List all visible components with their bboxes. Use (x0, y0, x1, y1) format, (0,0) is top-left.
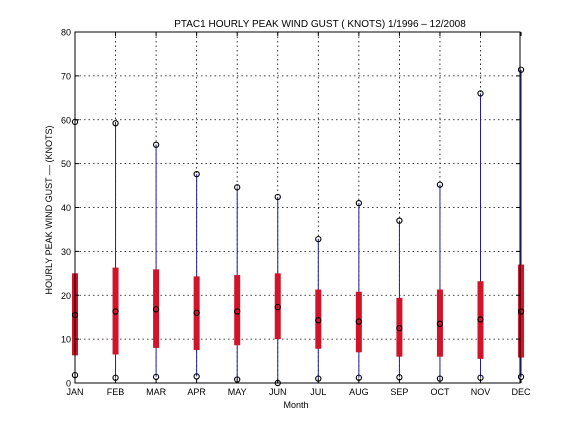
median-marker (152, 306, 160, 313)
y-tick-label: 30 (61, 247, 71, 257)
y-tick-label: 20 (61, 291, 71, 301)
box-group-mar (152, 141, 160, 381)
chart-title: PTAC1 HOURLY PEAK WIND GUST ( KNOTS) 1/1… (174, 19, 466, 30)
x-tick-label-mar: MAR (146, 387, 167, 397)
max-marker (193, 171, 200, 178)
max-marker (274, 193, 281, 201)
iqr-box (355, 291, 362, 353)
max-marker (396, 217, 403, 224)
x-tick-label-nov: NOV (471, 387, 491, 397)
median-marker (193, 309, 200, 316)
box-group-nov (477, 90, 484, 381)
median-marker (234, 308, 241, 315)
box-group-aug (355, 199, 362, 381)
median-marker (396, 325, 403, 332)
x-tick-label-sep: SEP (390, 387, 408, 397)
max-marker (436, 181, 444, 188)
max-marker (477, 90, 484, 97)
median-marker (274, 303, 281, 311)
x-tick-label-dec: DEC (512, 387, 532, 397)
x-tick-label-apr: APR (187, 387, 206, 397)
x-tick-label-jun: JUN (269, 387, 287, 397)
x-tick-label-feb: FEB (107, 387, 125, 397)
y-tick-label: 40 (61, 203, 71, 213)
axis-ticks: 0 10 20 30 40 50 60 70 80 JAN FEB MAR APR MAY JUN JUL AU… (61, 28, 531, 398)
iqr-box (436, 289, 443, 357)
x-tick-label-jul: JUL (310, 387, 326, 397)
x-tick-label-may: MAY (228, 387, 247, 397)
box-group-dec (517, 66, 525, 381)
y-tick-label: 70 (61, 71, 71, 81)
y-tick-label: 80 (61, 28, 71, 38)
y-tick-label: 50 (61, 159, 71, 169)
iqr-box (477, 281, 484, 359)
max-marker (517, 66, 525, 73)
median-marker (477, 316, 484, 323)
max-marker (234, 184, 241, 191)
iqr-box (315, 289, 322, 349)
iqr-box (153, 269, 160, 348)
x-tick-label-oct: OCT (430, 387, 450, 397)
max-marker (355, 199, 362, 207)
iqr-box (396, 297, 403, 357)
iqr-box (274, 273, 281, 340)
x-axis-label: Month (283, 400, 308, 410)
median-marker (315, 317, 322, 324)
max-marker (315, 235, 322, 243)
max-marker (152, 141, 160, 148)
y-tick-label: 0 (66, 379, 71, 389)
iqr-box (234, 275, 241, 346)
median-marker (355, 318, 362, 325)
box-group-apr (193, 171, 200, 380)
x-tick-label-jan: JAN (66, 387, 83, 397)
iqr-box (193, 276, 200, 351)
median-marker (517, 308, 525, 315)
median-marker (436, 320, 444, 327)
box-group-sep (396, 217, 403, 381)
box-group-oct (436, 181, 444, 382)
median-marker (112, 308, 119, 315)
iqr-box (518, 264, 525, 358)
box-group-jul (315, 235, 322, 382)
max-marker (112, 120, 119, 127)
y-tick-label: 10 (61, 335, 71, 345)
y-axis-label: HOURLY PEAK WIND GUST –– (KNOTS) (44, 125, 54, 294)
x-tick-label-aug: AUG (349, 387, 369, 397)
iqr-box (112, 267, 119, 355)
y-tick-label: 60 (61, 115, 71, 125)
